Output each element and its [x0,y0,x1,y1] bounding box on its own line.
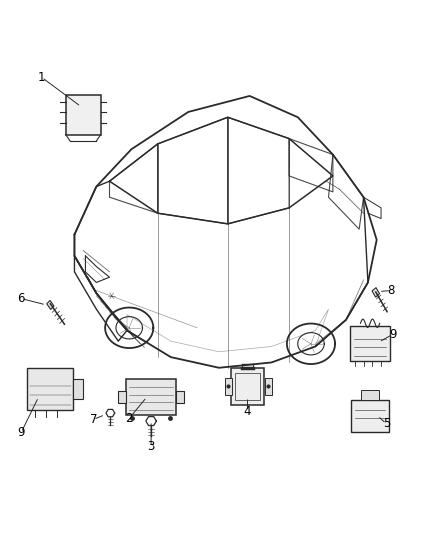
Bar [47,301,54,310]
Text: 8: 8 [388,284,395,297]
Text: 6: 6 [17,292,25,305]
Bar [225,378,232,395]
Bar [66,95,101,134]
Bar [350,326,390,361]
Text: 7: 7 [89,413,97,426]
Text: 5: 5 [383,417,390,430]
Bar [231,368,264,405]
Bar [176,391,184,403]
Bar [236,373,259,400]
Text: 2: 2 [125,412,133,425]
Bar [74,379,83,399]
Text: 9: 9 [389,328,397,341]
Bar [118,391,126,403]
Text: 1: 1 [38,71,46,84]
Bar [126,379,176,415]
Bar [351,400,389,432]
Text: 9: 9 [17,426,25,439]
Bar [27,368,73,410]
Bar [372,288,380,297]
Text: 3: 3 [148,440,155,453]
Bar [361,390,379,400]
Text: 4: 4 [244,405,251,418]
Bar [265,378,272,395]
